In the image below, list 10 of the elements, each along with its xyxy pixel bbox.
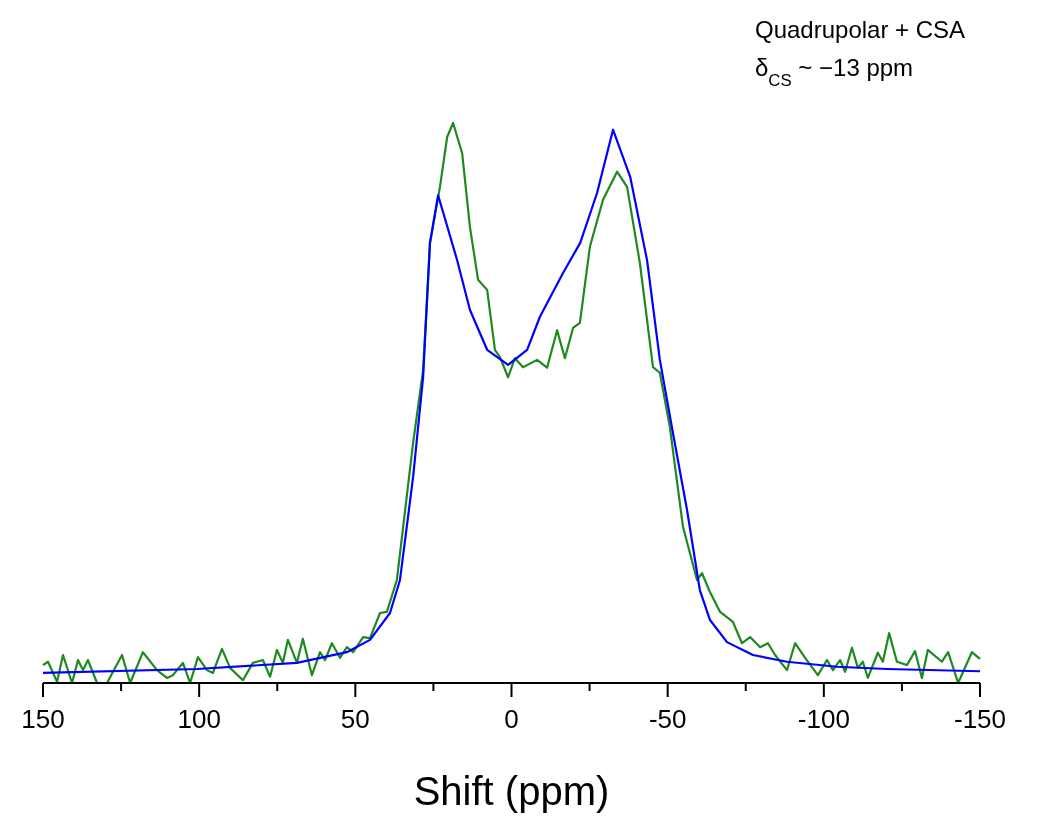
x-tick-label: -100 [797,704,850,734]
x-tick-label: 150 [21,704,65,734]
x-tick-label: 50 [340,704,370,734]
x-axis-title: Shift (ppm) [413,769,610,813]
x-tick-label: 100 [177,704,221,734]
x-tick-label: -50 [648,704,687,734]
text: Quadrupolar + CSA [755,16,966,43]
x-tick-label: 0 [504,704,519,734]
text: δ$_{CS}$ ~ −13 ppm [755,54,914,90]
x-tick-label: -150 [953,704,1007,734]
